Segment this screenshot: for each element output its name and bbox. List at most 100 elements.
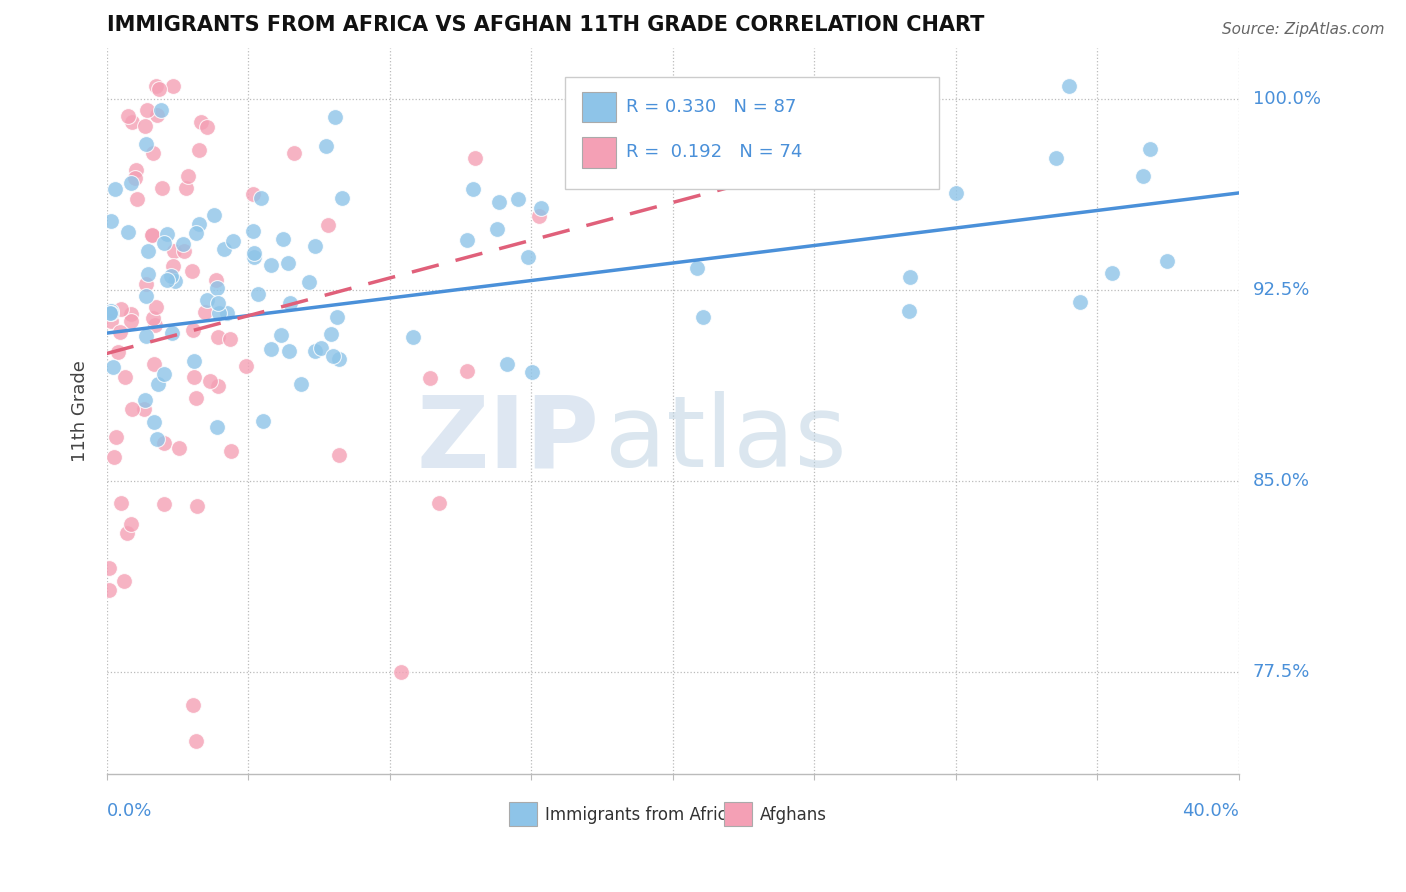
Point — [242, 224, 264, 238]
Text: 40.0%: 40.0% — [1182, 802, 1239, 820]
Point — [124, 170, 146, 185]
Point — [153, 436, 176, 450]
Point — [186, 391, 208, 405]
Point — [176, 180, 198, 194]
Point — [146, 432, 169, 446]
Point — [155, 273, 177, 287]
Point — [243, 251, 266, 265]
Point — [120, 176, 142, 190]
Point — [120, 516, 142, 531]
Point — [135, 288, 157, 302]
Point — [321, 326, 343, 341]
Point — [115, 525, 138, 540]
Point — [194, 304, 217, 318]
Point — [148, 82, 170, 96]
Point — [167, 442, 190, 456]
Point — [145, 300, 167, 314]
FancyBboxPatch shape — [724, 803, 752, 826]
Point — [188, 217, 211, 231]
Point — [110, 495, 132, 509]
Point — [117, 109, 139, 123]
Point — [271, 232, 294, 246]
Point — [153, 497, 176, 511]
Point — [200, 375, 222, 389]
Point — [190, 115, 212, 129]
Point — [389, 665, 412, 679]
Point — [530, 201, 553, 215]
Point — [146, 108, 169, 122]
Text: R =  0.192   N = 74: R = 0.192 N = 74 — [626, 144, 803, 161]
Point — [136, 267, 159, 281]
Point — [686, 261, 709, 276]
Point — [103, 450, 125, 464]
Point — [402, 330, 425, 344]
Text: 77.5%: 77.5% — [1253, 663, 1310, 681]
Point — [485, 222, 508, 236]
Point — [98, 582, 121, 597]
Point — [135, 137, 157, 152]
FancyBboxPatch shape — [565, 77, 939, 189]
Text: Immigrants from Africa: Immigrants from Africa — [544, 805, 737, 823]
Point — [153, 367, 176, 381]
Point — [188, 144, 211, 158]
Point — [114, 370, 136, 384]
Point — [135, 277, 157, 291]
FancyBboxPatch shape — [582, 92, 616, 122]
Point — [143, 416, 166, 430]
Point — [135, 103, 157, 117]
Point — [315, 138, 337, 153]
Point — [135, 328, 157, 343]
Point — [316, 219, 339, 233]
Text: Afghans: Afghans — [759, 805, 827, 823]
Point — [162, 78, 184, 93]
Point — [529, 210, 551, 224]
Point — [488, 194, 510, 209]
Point — [160, 268, 183, 283]
Point — [184, 734, 207, 748]
Point — [180, 264, 202, 278]
Point — [328, 352, 350, 367]
Point — [1045, 151, 1067, 165]
Point — [141, 227, 163, 242]
Point — [143, 318, 166, 333]
Point — [419, 371, 441, 385]
Text: atlas: atlas — [605, 392, 846, 489]
Point — [427, 496, 450, 510]
Point — [183, 354, 205, 368]
Point — [150, 181, 173, 195]
Y-axis label: 11th Grade: 11th Grade — [72, 359, 89, 462]
Point — [97, 561, 120, 575]
Point — [808, 174, 831, 188]
Text: 85.0%: 85.0% — [1253, 472, 1310, 490]
Point — [243, 246, 266, 260]
Text: IMMIGRANTS FROM AFRICA VS AFGHAN 11TH GRADE CORRELATION CHART: IMMIGRANTS FROM AFRICA VS AFGHAN 11TH GR… — [107, 15, 984, 35]
Point — [564, 111, 586, 125]
Point — [205, 273, 228, 287]
Point — [150, 103, 173, 118]
Point — [142, 146, 165, 161]
Point — [945, 186, 967, 201]
Point — [290, 376, 312, 391]
Point — [897, 304, 920, 318]
Point — [1132, 169, 1154, 183]
Text: Source: ZipAtlas.com: Source: ZipAtlas.com — [1222, 22, 1385, 37]
Point — [127, 192, 149, 206]
Point — [98, 306, 121, 320]
Point — [218, 332, 240, 346]
Point — [132, 402, 155, 417]
Point — [181, 698, 204, 713]
Point — [162, 326, 184, 340]
Point — [143, 357, 166, 371]
Point — [235, 359, 257, 373]
Point — [242, 186, 264, 201]
Point — [120, 307, 142, 321]
Point — [202, 208, 225, 222]
Text: R = 0.330   N = 87: R = 0.330 N = 87 — [626, 98, 797, 116]
Point — [100, 304, 122, 318]
Point — [298, 275, 321, 289]
Point — [205, 420, 228, 434]
FancyBboxPatch shape — [509, 803, 537, 826]
Point — [270, 328, 292, 343]
Point — [278, 343, 301, 358]
Point — [195, 293, 218, 307]
